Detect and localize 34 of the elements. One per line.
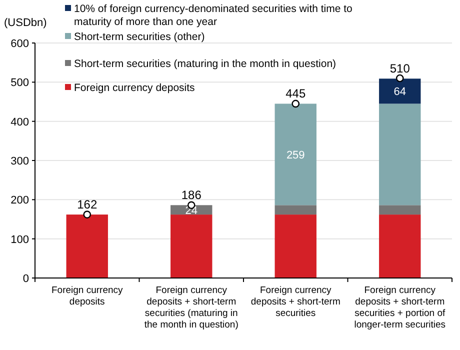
total-label: 162 [77, 198, 98, 212]
bar [66, 214, 108, 278]
legend-label: 10% of foreign currency-denominated securities with time to maturity of more than one year [74, 3, 353, 28]
x-tick-label: Foreign currency deposits + short-term securities + portion of longer-term securities [354, 285, 446, 330]
point [292, 100, 300, 108]
x-tick-label: Foreign currency deposits + short-term securities (maturing in the month in question) [144, 285, 238, 330]
bar [379, 205, 421, 215]
total-label: 186 [181, 188, 202, 202]
y-tick-label: 0 [22, 273, 29, 285]
bar [274, 214, 316, 278]
y-tick-label: 400 [10, 116, 29, 128]
bar [274, 205, 316, 215]
data-label: 64 [394, 86, 406, 98]
point [396, 74, 404, 82]
y-tick-label: 100 [10, 234, 29, 246]
x-tick-label: Foreign currency deposits [51, 285, 124, 308]
bar [170, 214, 212, 278]
total-label: 445 [286, 86, 306, 101]
bar [379, 78, 421, 104]
x-tick-label: Foreign currency deposits + short-term securities [250, 285, 340, 319]
bar [274, 104, 316, 206]
y-tick-label: 600 [10, 38, 29, 50]
total-label: 510 [390, 61, 410, 76]
y-tick-label: 200 [10, 194, 29, 207]
y-axis-title: (USDbn) [4, 17, 47, 29]
bar [379, 214, 421, 278]
legend-label: Short-term securities (other) [74, 31, 205, 43]
legend-label: Foreign currency deposits [74, 82, 195, 94]
y-tick-label: 500 [10, 77, 29, 90]
bar [379, 104, 421, 206]
legend-label: Short-term securities (maturing in the month in question) [74, 58, 336, 70]
y-tick-label: 300 [10, 156, 29, 168]
point [83, 210, 92, 218]
data-label: 259 [286, 149, 305, 162]
